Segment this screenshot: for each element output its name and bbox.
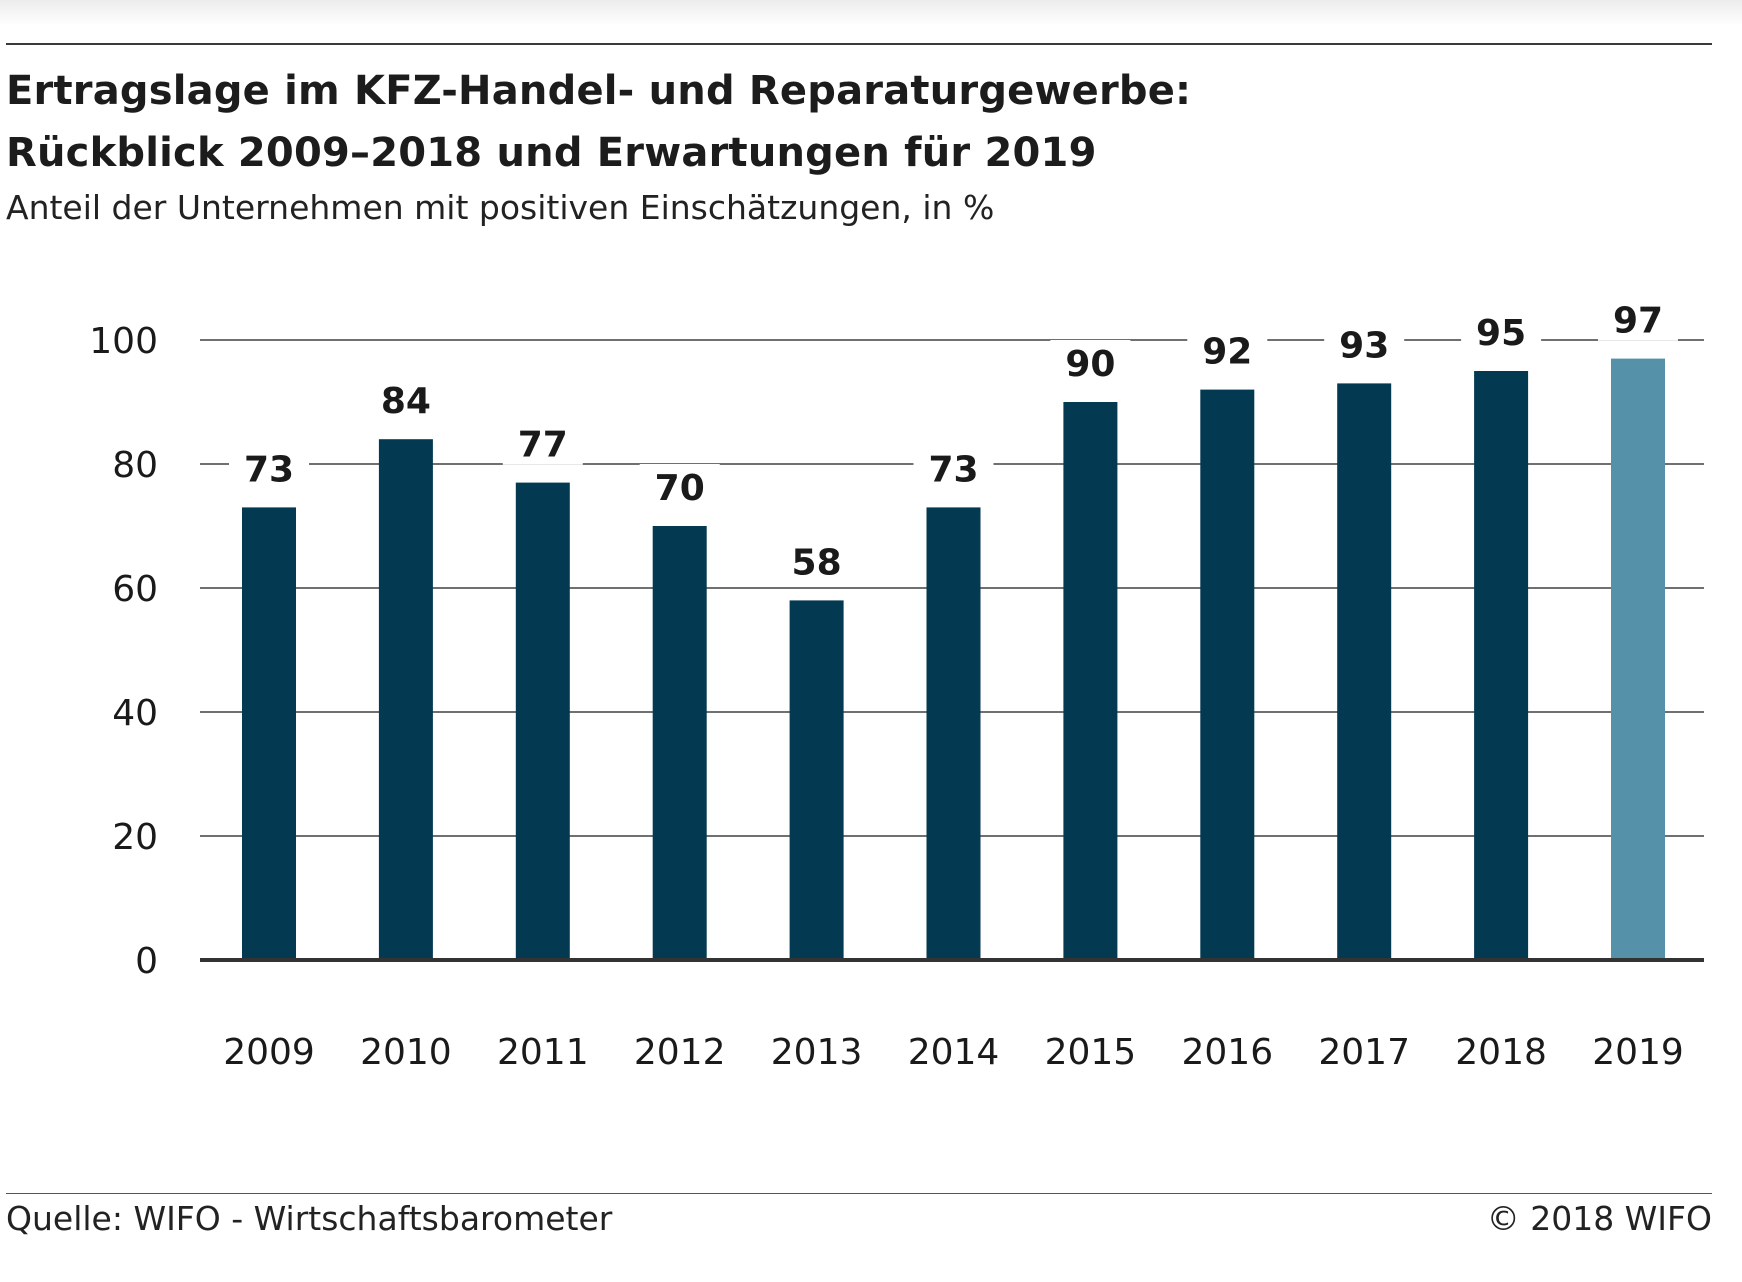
data-label-backing [1050,340,1131,384]
y-tick-label: 80 [112,445,158,486]
x-tick-label-2013: 2013 [771,1032,863,1073]
chart-title-line-1: Ertragslage im KFZ-Handel- und Reparatur… [6,68,1192,114]
data-label-backing [776,538,857,583]
data-label-backing [1187,327,1268,372]
x-tick-label-2018: 2018 [1455,1032,1547,1073]
data-label-2018: 95 [1476,313,1526,354]
bars: 73 84 77 70 58 73 90 92 93 95 97 [229,296,1678,961]
bar-2014 [926,507,981,960]
data-label-2014: 73 [928,449,978,490]
bar-2009 [242,507,296,960]
chart-subtitle: Anteil der Unternehmen mit positiven Ein… [6,188,995,227]
bar-2017 [1337,383,1392,960]
bar-2016 [1200,389,1255,961]
data-label-backing [229,445,309,490]
bar-2015 [1063,402,1118,960]
source-note: Quelle: WIFO - Wirtschaftsbarometer [6,1199,613,1238]
data-label-2019: 97 [1613,301,1663,342]
x-tick-label-2014: 2014 [908,1032,1000,1073]
x-tick-label-2019: 2019 [1592,1032,1684,1073]
data-label-backing [913,445,994,490]
copyright-note: © 2018 WIFO [1486,1199,1712,1238]
x-tick-label-2010: 2010 [360,1032,452,1073]
y-tick-label: 60 [112,569,158,610]
x-tick-label-2012: 2012 [634,1032,726,1073]
bar-2010 [378,439,433,960]
data-label-2011: 77 [518,425,568,466]
data-label-backing [1461,309,1542,353]
x-tick-label-2009: 2009 [223,1032,315,1073]
bottom-divider [6,1193,1712,1194]
bar-2013 [789,600,844,960]
data-label-backing [365,377,446,422]
x-tick-label-2017: 2017 [1318,1032,1410,1073]
data-label-backing [502,420,583,465]
x-tick-label-2015: 2015 [1045,1032,1137,1073]
data-label-2016: 92 [1202,332,1252,373]
x-tick-label-2016: 2016 [1181,1032,1273,1073]
y-tick-label: 100 [89,321,158,362]
top-shade [0,0,1742,26]
y-tick-label: 40 [112,693,158,734]
axes: 0 20 40 60 80 100 2009 2010 2011 2012 2013 2014 2015… [89,321,1704,1073]
data-label-2012: 70 [655,468,705,509]
data-label-2017: 93 [1339,325,1389,366]
data-label-2009: 73 [244,449,294,490]
y-tick-label: 0 [135,941,158,982]
x-tick-label-2011: 2011 [497,1032,589,1073]
bar-2018 [1474,371,1529,960]
data-label-2015: 90 [1065,344,1115,385]
data-label-backing [1598,296,1678,341]
data-label-backing [639,464,720,508]
chart-title-line-2: Rückblick 2009–2018 und Erwartungen für … [6,130,1097,176]
bar-2011 [515,482,570,960]
y-tick-label: 20 [112,817,158,858]
bar-2019 [1611,358,1665,961]
data-label-2013: 58 [792,542,842,583]
data-label-2010: 84 [381,381,431,422]
chart-title: Ertragslage im KFZ-Handel- und Reparatur… [6,60,1191,184]
top-divider [6,43,1712,45]
data-label-backing [1324,321,1405,366]
bar-2012 [652,526,707,960]
